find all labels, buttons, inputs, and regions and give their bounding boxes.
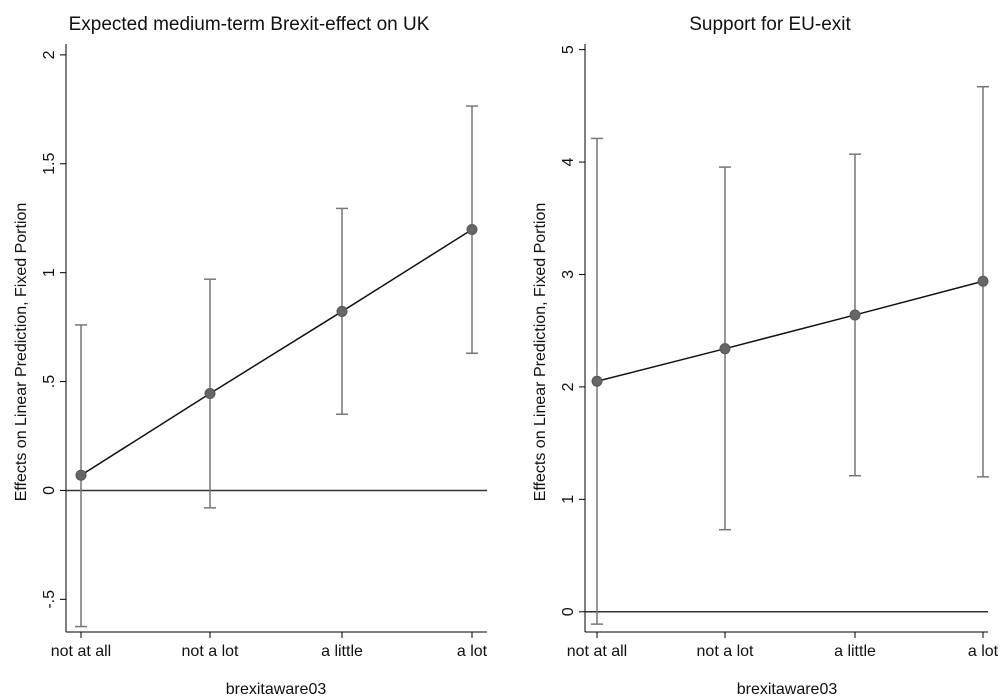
series-line: [596, 280, 984, 383]
x-tick-label: not a lot: [182, 643, 239, 660]
y-tick-label: 3: [560, 270, 577, 279]
data-point: [204, 388, 216, 400]
plot-area: -.5 0 .5 1 1.5 2 not at all not a lot a little a …: [41, 44, 488, 660]
y-tick-label: 0: [41, 486, 58, 495]
panel-eu-exit-support: Support for EU-exit Effects on Linear Pr…: [532, 14, 999, 698]
series-line: [80, 228, 473, 476]
plot-area: 0 1 2 3 4 5 not at all not a lot a little a lot: [560, 44, 999, 660]
y-tick-label: 1: [560, 495, 577, 504]
y-tick-label: 0: [560, 607, 577, 616]
data-point: [336, 305, 348, 317]
x-axis-label: brexitaware03: [737, 681, 838, 698]
y-tick-label: .5: [41, 375, 58, 388]
x-tick-label: not at all: [51, 643, 111, 660]
data-point: [977, 275, 989, 287]
data-point: [849, 309, 861, 321]
y-tick-label: 2: [560, 382, 577, 391]
y-tick-label: 5: [560, 45, 577, 54]
y-tick-label: 4: [560, 158, 577, 167]
x-tick-label: a little: [321, 643, 363, 660]
data-point: [591, 375, 603, 387]
y-axis-label: Effects on Linear Prediction, Fixed Port…: [532, 203, 549, 502]
data-point: [75, 469, 87, 481]
y-tick-label: -.5: [41, 590, 58, 609]
y-tick-label: 1: [41, 268, 58, 277]
x-tick-label: a lot: [968, 643, 999, 660]
data-point: [466, 224, 478, 236]
x-tick-label: not a lot: [697, 643, 754, 660]
y-tick-label: 2: [41, 50, 58, 59]
y-axis-label: Effects on Linear Prediction, Fixed Port…: [13, 203, 30, 502]
panel-brexit-effect: Expected medium-term Brexit-effect on UK…: [13, 14, 488, 698]
x-tick-label: a little: [834, 643, 876, 660]
data-point: [719, 343, 731, 355]
y-tick-label: 1.5: [41, 153, 58, 175]
x-axis-label: brexitaware03: [226, 681, 327, 698]
x-tick-label: not at all: [567, 643, 627, 660]
x-tick-label: a lot: [457, 643, 488, 660]
panel-title: Support for EU-exit: [689, 14, 851, 35]
panel-title: Expected medium-term Brexit-effect on UK: [69, 14, 430, 35]
